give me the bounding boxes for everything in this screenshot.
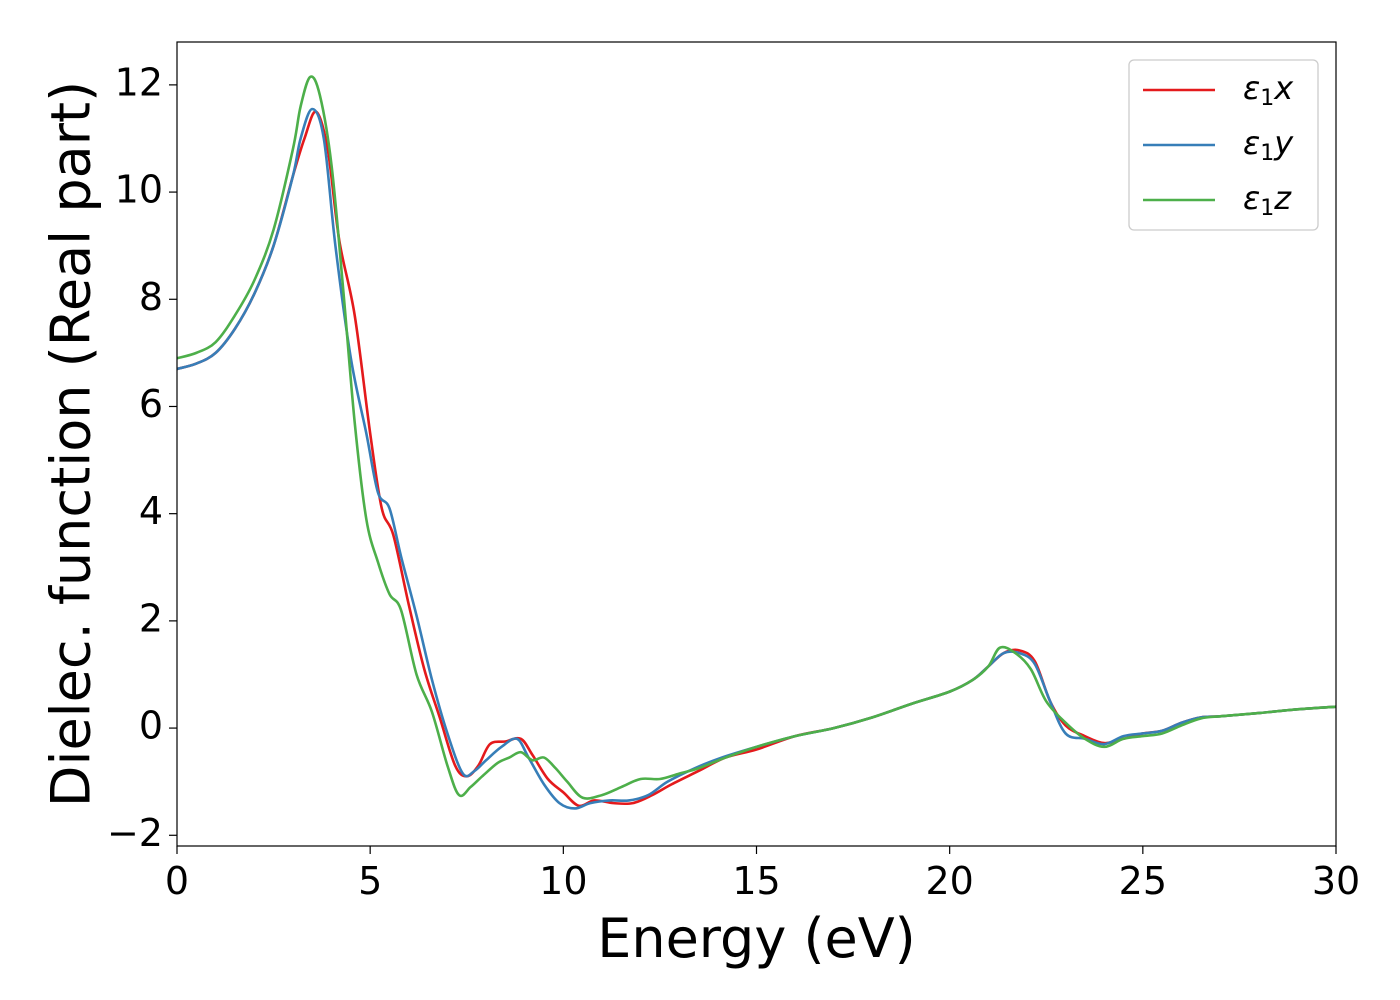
x-tick-label: 25 (1119, 859, 1167, 903)
legend-label-eps1x: ε1x (1243, 69, 1294, 111)
plot-frame (176, 41, 1337, 847)
y-tick-label: 6 (139, 382, 163, 426)
y-tick-label: 4 (139, 489, 163, 533)
y-tick-label: 0 (139, 704, 163, 748)
y-axis-ticks: −2 0 2 4 6 8 10 12 (107, 60, 177, 855)
y-tick-label: 8 (139, 275, 163, 319)
x-axis-ticks: 0 5 10 15 20 25 30 (165, 846, 1360, 903)
series-layer (177, 75, 1336, 810)
x-tick-label: 0 (165, 859, 189, 903)
x-tick-label: 20 (925, 859, 973, 903)
y-tick-label: 10 (115, 168, 163, 212)
legend-label-eps1z: ε1z (1243, 179, 1292, 221)
y-tick-label: −2 (107, 811, 163, 855)
x-tick-label: 10 (539, 859, 587, 903)
legend-box (1128, 59, 1319, 231)
x-axis-title: Energy (eV) (597, 907, 916, 970)
series-line-eps1z (177, 75, 1336, 800)
x-tick-label: 15 (732, 859, 780, 903)
y-tick-label: 12 (115, 60, 163, 104)
legend: ε1x ε1y ε1z (1128, 59, 1319, 231)
x-tick-label: 5 (358, 859, 382, 903)
y-tick-label: 2 (139, 596, 163, 640)
y-axis-title: Dielec. function (Real part) (40, 81, 103, 807)
legend-label-eps1y: ε1y (1243, 124, 1294, 166)
x-tick-label: 30 (1312, 859, 1360, 903)
